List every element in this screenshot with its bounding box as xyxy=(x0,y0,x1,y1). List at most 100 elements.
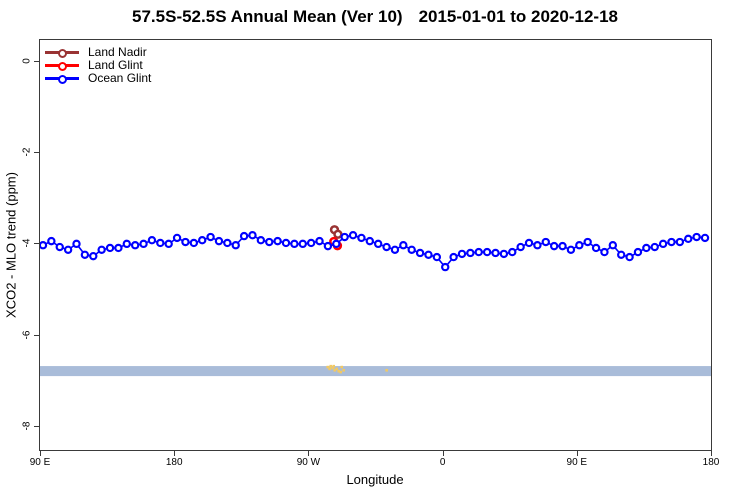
band-speck xyxy=(339,370,343,374)
ocean-glint-point xyxy=(357,233,366,243)
ocean-glint-point xyxy=(541,237,550,247)
ocean-glint-point xyxy=(441,262,450,272)
ocean-glint-point xyxy=(89,251,98,261)
ocean-glint-point xyxy=(315,236,324,246)
ocean-glint-point xyxy=(323,241,333,251)
ocean-glint-point xyxy=(231,241,240,250)
band-speck xyxy=(340,365,344,369)
ocean-glint-point xyxy=(382,242,391,252)
ocean-glint-point xyxy=(340,232,349,242)
ocean-glint-point xyxy=(608,241,618,250)
x-tick-mark xyxy=(40,451,41,456)
band-speck xyxy=(337,369,341,373)
ocean-glint-point xyxy=(516,242,525,252)
ocean-glint-point xyxy=(72,239,81,249)
ocean-glint-point xyxy=(164,239,173,249)
ocean-glint-point xyxy=(617,250,626,259)
ocean-glint-point xyxy=(239,231,249,241)
y-tick-mark xyxy=(34,152,39,154)
ocean-glint-point xyxy=(214,236,224,246)
ocean-glint-point xyxy=(474,247,483,257)
ocean-glint-point xyxy=(700,233,710,243)
band-speck xyxy=(331,366,334,370)
plot-area: Land Nadir Land Glint Ocean Glint xyxy=(39,39,712,451)
x-tick-label: 180 xyxy=(165,457,183,468)
ocean-glint-point xyxy=(139,239,148,249)
ocean-glint-point xyxy=(332,239,341,249)
y-tick-mark xyxy=(34,243,39,245)
legend-item-ocean-glint: Ocean Glint xyxy=(45,72,151,85)
x-tick-mark xyxy=(308,451,310,456)
y-tick-mark xyxy=(34,61,39,62)
legend-label: Land Nadir xyxy=(88,45,147,59)
ocean-glint-point xyxy=(348,230,358,240)
ocean-glint-point xyxy=(566,245,576,254)
ocean-glint-point xyxy=(583,237,592,247)
ocean-glint-point xyxy=(223,238,232,248)
x-tick-mark xyxy=(711,451,712,456)
ocean-glint-point xyxy=(642,243,651,253)
ocean-glint-point xyxy=(97,245,106,254)
ocean-glint-point xyxy=(658,239,668,249)
y-tick-mark xyxy=(34,334,39,336)
ocean-glint-point xyxy=(105,243,115,253)
band-speck xyxy=(342,368,345,372)
ocean-glint-point xyxy=(63,245,73,254)
altitude-band xyxy=(40,366,711,377)
ocean-glint-point xyxy=(206,232,215,242)
legend-label: Land Glint xyxy=(88,58,143,72)
ocean-glint-point xyxy=(692,232,701,242)
ocean-glint-point xyxy=(265,237,274,247)
x-tick-label: 0 xyxy=(439,457,446,468)
legend: Land Nadir Land Glint Ocean Glint xyxy=(45,46,151,85)
band-speck xyxy=(335,367,338,371)
ocean-glint-point xyxy=(130,241,140,250)
legend-marker-icon xyxy=(45,46,79,59)
ocean-glint-point xyxy=(508,247,517,257)
ocean-glint-point xyxy=(558,241,567,251)
chart-title-dates: 2015-01-01 to 2020-12-18 xyxy=(418,7,618,26)
band-speck xyxy=(332,364,335,368)
x-tick-mark xyxy=(442,451,444,456)
ocean-glint-point xyxy=(667,237,676,247)
ocean-glint-point xyxy=(491,248,500,258)
ocean-glint-point xyxy=(47,236,56,246)
x-tick-label: 90 W xyxy=(296,457,321,468)
ocean-glint-point xyxy=(256,236,266,245)
band-speck xyxy=(329,364,333,368)
legend-item-land-nadir: Land Nadir xyxy=(45,46,151,59)
legend-label: Ocean Glint xyxy=(88,71,152,85)
ocean-glint-point xyxy=(55,242,64,252)
ocean-glint-point xyxy=(524,238,534,248)
band-speck xyxy=(333,368,337,372)
land-nadir-point xyxy=(333,229,343,239)
band-speck xyxy=(326,365,330,369)
ocean-glint-point xyxy=(373,239,383,249)
ocean-glint-point xyxy=(189,238,199,248)
ocean-glint-point xyxy=(290,239,299,249)
ocean-glint-point xyxy=(407,245,416,254)
ocean-glint-point xyxy=(306,238,316,248)
ocean-glint-point xyxy=(684,234,693,244)
ocean-glint-point xyxy=(482,247,492,257)
ocean-glint-point xyxy=(449,252,458,262)
ocean-glint-point xyxy=(281,238,291,248)
ocean-glint-point xyxy=(466,248,475,258)
ocean-glint-point xyxy=(457,249,467,259)
ocean-glint-point xyxy=(390,245,400,254)
ocean-glint-point xyxy=(399,241,408,250)
band-speck xyxy=(385,368,388,372)
ocean-glint-point xyxy=(298,239,307,249)
legend-item-land-glint: Land Glint xyxy=(45,59,151,72)
ocean-glint-point xyxy=(675,237,685,247)
legend-marker-icon xyxy=(45,72,79,85)
x-tick-label: 90 E xyxy=(29,457,51,468)
ocean-glint-point xyxy=(40,241,48,250)
y-tick-label: -4 xyxy=(21,238,33,248)
ocean-glint-point xyxy=(575,241,584,250)
y-tick-label: -6 xyxy=(21,330,33,340)
legend-marker-icon xyxy=(45,59,79,72)
ocean-glint-point xyxy=(549,241,559,251)
y-tick-mark xyxy=(34,425,39,427)
